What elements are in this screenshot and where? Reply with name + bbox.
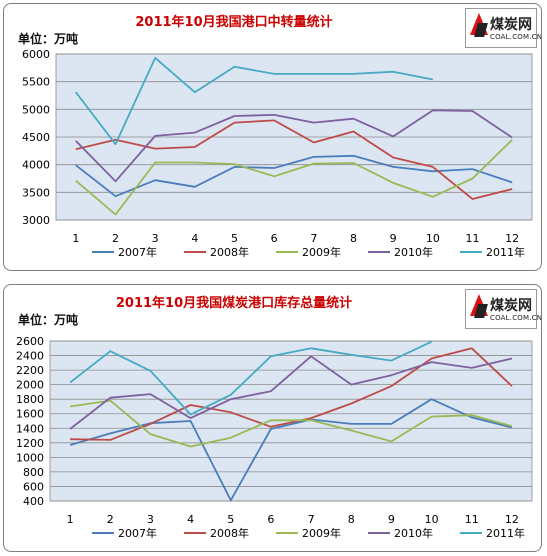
chart-title: 2011年10月我国港口中转量统计 xyxy=(135,15,333,30)
x-tick-label: 5 xyxy=(227,513,234,526)
legend-label: 2007年 xyxy=(118,245,157,259)
coal-logo: 煤炭网 COAL.COM.CN xyxy=(465,8,541,48)
x-tick-label: 4 xyxy=(187,513,194,526)
x-tick-label: 7 xyxy=(308,513,315,526)
coal-logo: 煤炭网 COAL.COM.CN xyxy=(465,289,541,329)
y-tick-label: 2200 xyxy=(16,364,44,377)
y-tick-label: 5500 xyxy=(22,76,50,89)
logo-site: COAL.COM.CN xyxy=(490,33,542,41)
y-tick-label: 2000 xyxy=(16,379,44,392)
x-tick-label: 10 xyxy=(425,513,439,526)
x-tick-label: 11 xyxy=(465,513,479,526)
legend-label: 2008年 xyxy=(210,526,249,540)
chart-panel-transit: 2011年10月我国港口中转量统计 单位：万吨 煤炭网 COAL.COM.CN … xyxy=(3,3,542,271)
x-tick-label: 7 xyxy=(310,232,317,245)
series-line-4 xyxy=(69,355,513,430)
y-tick-label: 3000 xyxy=(22,214,50,227)
logo-brand: 煤炭网 xyxy=(490,17,532,33)
y-tick-label: 2400 xyxy=(16,350,44,363)
y-tick-label: 3500 xyxy=(22,186,50,199)
legend-label: 2009年 xyxy=(302,245,341,259)
x-tick-label: 6 xyxy=(267,513,274,526)
series-line-1 xyxy=(75,154,513,198)
y-tick-label: 4500 xyxy=(22,131,50,144)
unit-label: 单位：万吨 xyxy=(18,32,79,46)
legend-label: 2011年 xyxy=(486,526,525,540)
y-tick-label: 1600 xyxy=(16,408,44,421)
x-tick-label: 11 xyxy=(466,232,480,245)
series-line-3 xyxy=(75,139,513,216)
x-tick-label: 1 xyxy=(67,513,74,526)
x-tick-label: 5 xyxy=(231,232,238,245)
x-tick-label: 8 xyxy=(348,513,355,526)
legend-label: 2009年 xyxy=(302,526,341,540)
x-tick-label: 3 xyxy=(147,513,154,526)
legend-label: 2011年 xyxy=(486,245,525,259)
logo-brand: 煤炭网 xyxy=(490,298,532,314)
x-tick-label: 10 xyxy=(426,232,440,245)
series-line-3 xyxy=(69,399,513,448)
legend-label: 2010年 xyxy=(394,245,433,259)
plot-border xyxy=(49,340,533,502)
series-line-5 xyxy=(75,57,433,146)
y-tick-label: 4000 xyxy=(22,159,50,172)
unit-label: 单位：万吨 xyxy=(18,313,79,327)
x-tick-label: 2 xyxy=(112,232,119,245)
chart-title: 2011年10月我国煤炭港口库存总量统计 xyxy=(115,296,353,311)
series-line-2 xyxy=(70,347,513,441)
y-tick-label: 1400 xyxy=(16,422,44,435)
series-line-4 xyxy=(75,109,513,183)
plot-border xyxy=(55,53,533,221)
y-tick-label: 600 xyxy=(23,480,44,493)
logo-site: COAL.COM.CN xyxy=(490,314,542,322)
chart-panel-inventory: 2011年10月我国煤炭港口库存总量统计 单位：万吨 煤炭网 COAL.COM.… xyxy=(3,284,542,552)
y-tick-label: 1000 xyxy=(16,451,44,464)
legend-label: 2007年 xyxy=(118,526,157,540)
y-tick-label: 1200 xyxy=(16,437,44,450)
x-tick-label: 6 xyxy=(271,232,278,245)
y-tick-label: 800 xyxy=(23,466,44,479)
x-tick-label: 1 xyxy=(72,232,79,245)
y-tick-label: 5000 xyxy=(22,103,50,116)
y-tick-label: 2600 xyxy=(16,335,44,348)
series-line-5 xyxy=(69,340,432,416)
x-tick-label: 9 xyxy=(390,232,397,245)
series-line-1 xyxy=(69,398,513,502)
x-tick-label: 3 xyxy=(152,232,159,245)
x-tick-label: 12 xyxy=(505,513,519,526)
x-tick-label: 2 xyxy=(107,513,114,526)
legend-label: 2008年 xyxy=(210,245,249,259)
x-tick-label: 4 xyxy=(191,232,198,245)
legend-label: 2010年 xyxy=(394,526,433,540)
y-tick-label: 400 xyxy=(23,495,44,508)
x-tick-label: 12 xyxy=(505,232,519,245)
y-tick-label: 6000 xyxy=(22,48,50,61)
x-tick-label: 8 xyxy=(350,232,357,245)
y-tick-label: 1800 xyxy=(16,393,44,406)
x-tick-label: 9 xyxy=(388,513,395,526)
series-line-2 xyxy=(75,119,513,200)
